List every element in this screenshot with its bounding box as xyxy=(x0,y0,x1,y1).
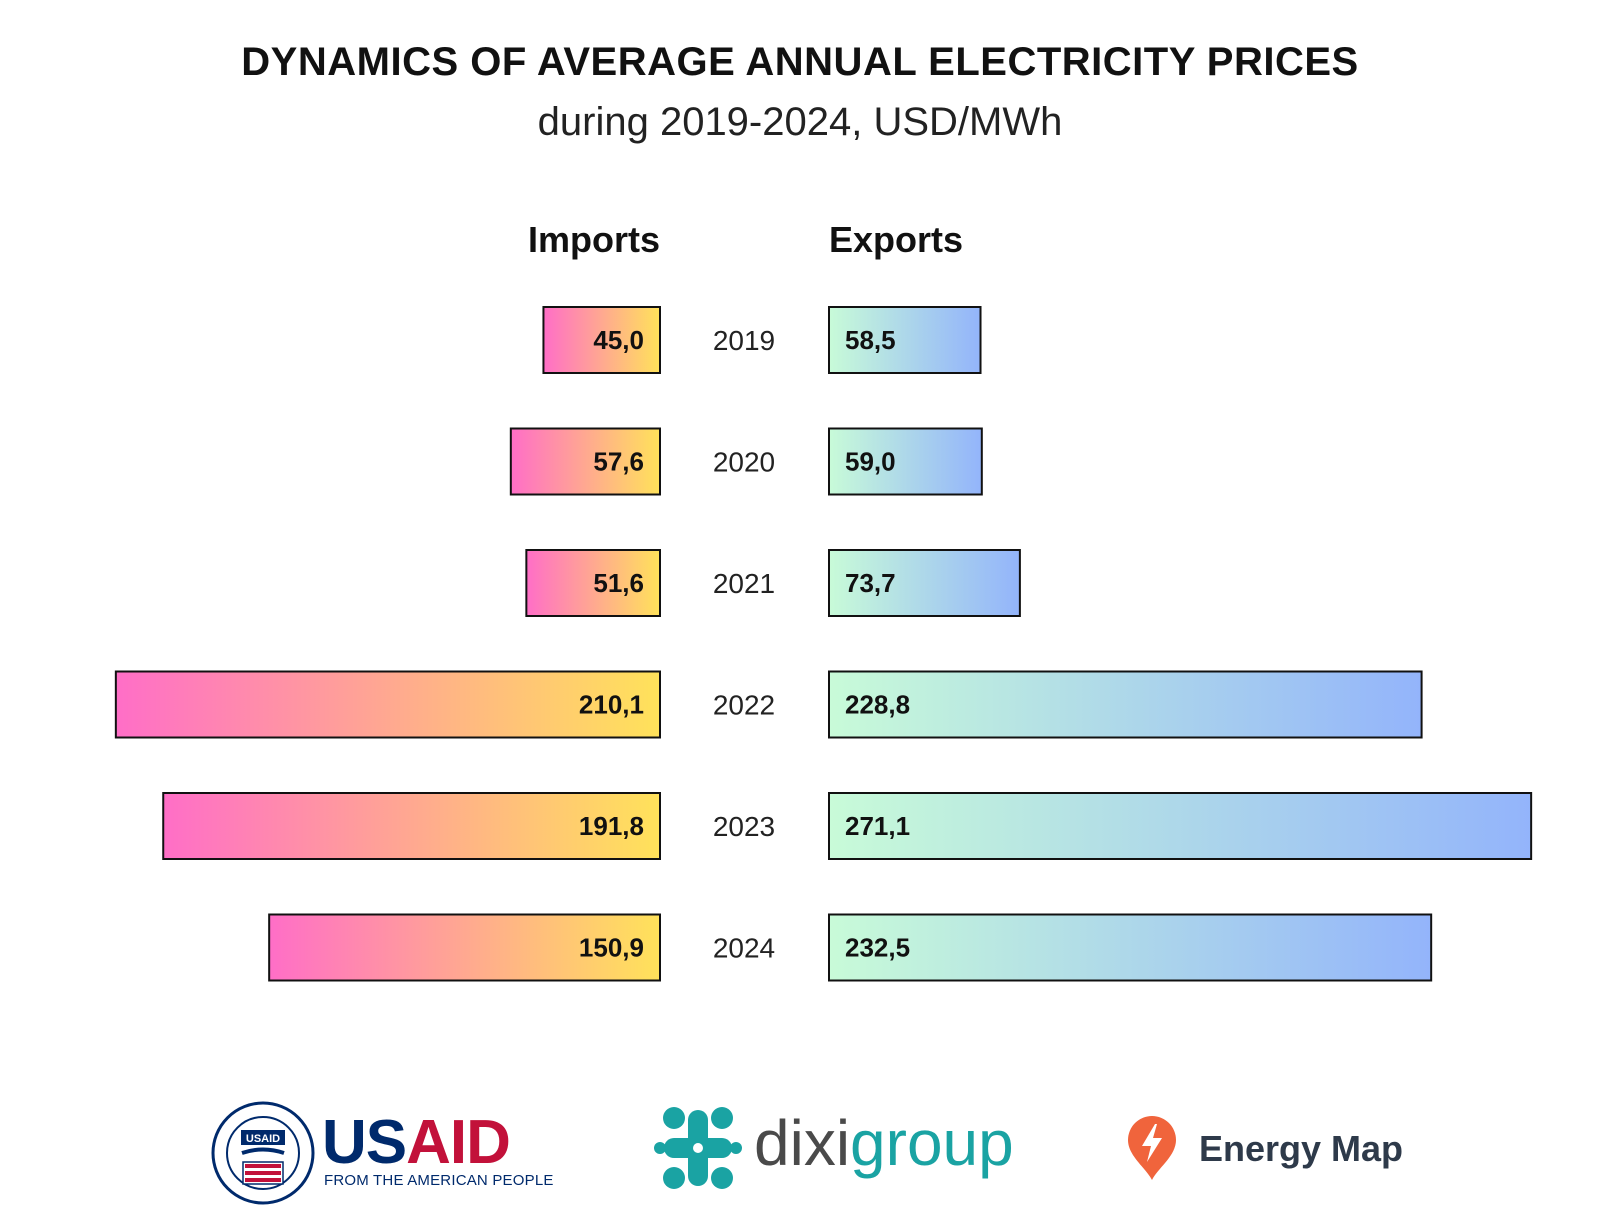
chart-title: DYNAMICS OF AVERAGE ANNUAL ELECTRICITY P… xyxy=(241,40,1359,84)
bar-imports-2021 xyxy=(525,549,662,617)
data-label-exports-2021: 73,7 xyxy=(845,568,896,598)
bar-exports-2019 xyxy=(828,306,982,374)
usaid-wordmark-us: US xyxy=(322,1108,407,1177)
data-label-exports-2023: 271,1 xyxy=(845,811,910,841)
series-header-imports: Imports xyxy=(528,219,660,260)
bar-imports-2022 xyxy=(114,670,661,739)
category-label-2021: 2021 xyxy=(713,568,775,599)
dixigroup-wordmark-dixi: dixi xyxy=(754,1107,851,1179)
category-label-2020: 2020 xyxy=(713,447,775,478)
bar-imports-2023 xyxy=(162,792,661,860)
data-label-imports-2020: 57,6 xyxy=(593,447,644,477)
usaid-seal-icon: USAID xyxy=(211,1101,315,1205)
bar-imports-2024 xyxy=(268,913,661,982)
data-label-imports-2023: 191,8 xyxy=(579,811,644,841)
data-label-exports-2024: 232,5 xyxy=(845,933,910,963)
bar-exports-2022 xyxy=(828,670,1423,739)
data-label-imports-2021: 51,6 xyxy=(593,568,644,598)
data-label-imports-2019: 45,0 xyxy=(593,325,644,355)
chart-subtitle: during 2019-2024, USD/MWh xyxy=(537,100,1063,144)
usaid-tagline: FROM THE AMERICAN PEOPLE xyxy=(324,1172,554,1189)
category-label-2019: 2019 xyxy=(713,325,775,356)
dixigroup-wordmark-group: group xyxy=(850,1107,1014,1179)
bar-imports-2020 xyxy=(509,427,662,496)
bar-exports-2023 xyxy=(828,792,1533,860)
data-label-exports-2020: 59,0 xyxy=(845,447,896,477)
category-label-2023: 2023 xyxy=(713,811,775,842)
data-label-imports-2022: 210,1 xyxy=(579,690,644,720)
category-label-2022: 2022 xyxy=(713,690,775,721)
bar-exports-2024 xyxy=(828,913,1433,982)
usaid-wordmark-aid: AID xyxy=(406,1108,511,1177)
lightning-pin-icon xyxy=(1128,1116,1176,1180)
usaid-wordmark: USAID xyxy=(322,1112,511,1174)
dixigroup-emblem-icon xyxy=(654,1107,742,1189)
energy-map-wordmark: Energy Map xyxy=(1199,1128,1404,1169)
data-label-imports-2024: 150,9 xyxy=(579,933,644,963)
chart-area: Imports Exports 45,0 2019 58,5 57,6 2020 59,0 51… xyxy=(114,219,1533,982)
dixigroup-wordmark: dixigroup xyxy=(754,1108,1014,1178)
data-label-exports-2022: 228,8 xyxy=(845,690,910,720)
data-label-exports-2019: 58,5 xyxy=(845,325,896,355)
bar-exports-2021 xyxy=(828,549,1021,617)
svg-text:USAID: USAID xyxy=(246,1133,280,1145)
bar-exports-2020 xyxy=(828,427,983,496)
series-header-exports: Exports xyxy=(829,219,963,260)
bar-imports-2019 xyxy=(542,306,662,374)
category-label-2024: 2024 xyxy=(713,933,775,964)
